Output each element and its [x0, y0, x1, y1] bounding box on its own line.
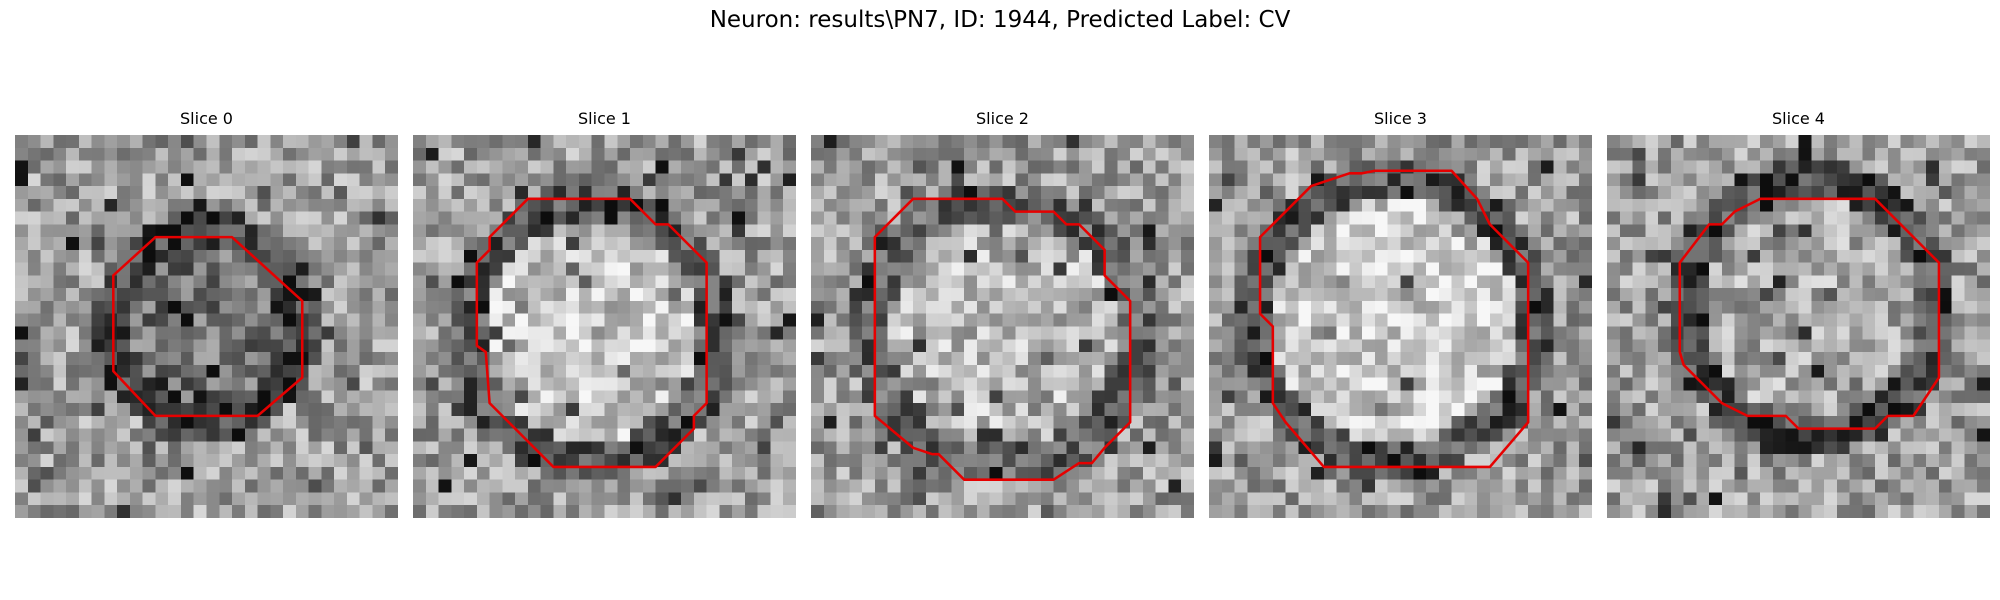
grayscale-pixels	[811, 135, 1194, 518]
slice-image-1	[413, 135, 796, 518]
slice-image-0	[15, 135, 398, 518]
grayscale-pixels	[413, 135, 796, 518]
figure-title: Neuron: results\PN7, ID: 1944, Predicted…	[709, 7, 1291, 33]
slice-title: Slice 4	[1772, 109, 1825, 128]
segmentation-contour	[475, 197, 708, 469]
slice-image-3	[1209, 135, 1592, 518]
grayscale-pixels	[1209, 135, 1592, 518]
slice-image-2	[811, 135, 1194, 518]
slice-title: Slice 2	[976, 109, 1029, 128]
slice-title: Slice 3	[1374, 109, 1427, 128]
segmentation-contour	[1258, 169, 1530, 469]
segmentation-contour	[1678, 197, 1941, 430]
grayscale-pixels	[1607, 135, 1990, 518]
slice-title: Slice 0	[180, 109, 233, 128]
segmentation-contour	[112, 235, 304, 418]
segmentation-contour	[873, 197, 1132, 481]
grayscale-pixels	[15, 135, 398, 518]
slice-title: Slice 1	[578, 109, 631, 128]
slice-image-4	[1607, 135, 1990, 518]
